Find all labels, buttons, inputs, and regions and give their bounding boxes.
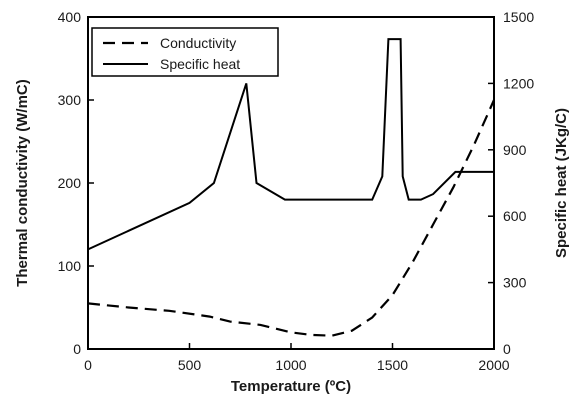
x-tick-label: 0 [84,357,92,373]
legend-specific-heat-label: Specific heat [160,56,240,72]
legend-conductivity-label: Conductivity [160,35,236,51]
y-right-tick-label: 300 [503,275,527,291]
legend-box [91,27,279,77]
y-left-tick-label: 400 [58,9,82,25]
series-line-specific-heat [87,38,494,251]
x-tick-label: 1500 [377,357,408,373]
y-axis-right-title: Specific heat (JKg/C) [553,108,570,258]
y-right-tick-label: 1500 [503,9,534,25]
x-axis-title: Temperature (ºC) [231,378,351,395]
x-tick-label: 500 [178,357,202,373]
y-left-tick-label: 100 [58,258,82,274]
x-tick-label: 2000 [478,357,509,373]
y-right-tick-label: 900 [503,142,527,158]
y-left-tick-label: 0 [73,341,81,357]
series-line-conductivity [87,99,496,337]
y-left-tick-label: 200 [58,175,82,191]
y-axis-left-title: Thermal conductivity (W/mC) [14,79,31,287]
y-left-tick-label: 300 [58,92,82,108]
y-right-tick-label: 1200 [503,75,534,91]
x-tick-label: 1000 [275,357,306,373]
legend: Conductivity Specific heat [91,27,279,77]
y-right-tick-label: 600 [503,208,527,224]
y-right-tick-label: 0 [503,341,511,357]
